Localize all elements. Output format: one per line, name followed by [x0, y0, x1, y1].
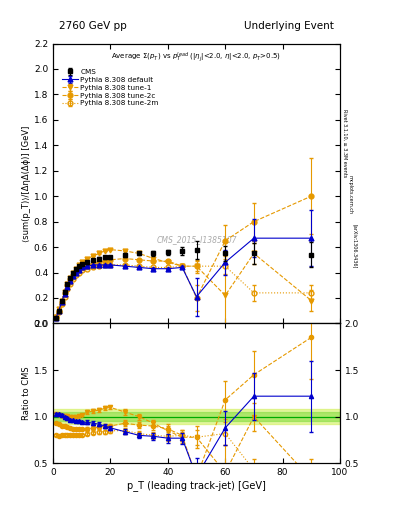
Text: [arXiv:1306.3436]: [arXiv:1306.3436]	[353, 224, 358, 268]
Text: Average $\Sigma$($p_T$) vs $p_T^{lead}$ ($|\eta_j|$<2.0, $\eta$|<2.0, $p_T$>0.5): Average $\Sigma$($p_T$) vs $p_T^{lead}$ …	[112, 51, 281, 64]
Text: 2760 GeV pp: 2760 GeV pp	[59, 21, 127, 31]
Text: Rivet 3.1.10, ≥ 3.3M events: Rivet 3.1.10, ≥ 3.3M events	[343, 109, 348, 178]
Legend: CMS, Pythia 8.308 default, Pythia 8.308 tune-1, Pythia 8.308 tune-2c, Pythia 8.3: CMS, Pythia 8.308 default, Pythia 8.308 …	[59, 67, 161, 109]
Bar	[53, 409, 340, 424]
Y-axis label: ⟨sum(p_T)⟩/[ΔηΔ(Δϕ)] [GeV]: ⟨sum(p_T)⟩/[ΔηΔ(Δϕ)] [GeV]	[22, 125, 31, 242]
Text: mcplots.cern.ch: mcplots.cern.ch	[348, 175, 353, 214]
Text: Underlying Event: Underlying Event	[244, 21, 334, 31]
X-axis label: p_T (leading track-jet) [GeV]: p_T (leading track-jet) [GeV]	[127, 480, 266, 491]
Bar	[53, 412, 340, 421]
Text: CMS_2015_I1385107: CMS_2015_I1385107	[156, 235, 237, 244]
Y-axis label: Ratio to CMS: Ratio to CMS	[22, 367, 31, 420]
